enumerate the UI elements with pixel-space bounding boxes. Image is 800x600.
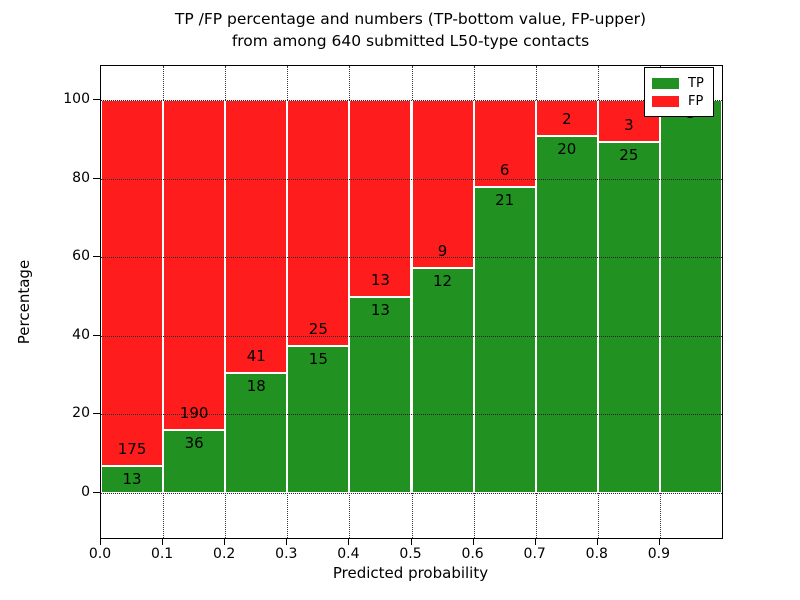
x-tick-label: 0.3	[275, 546, 298, 562]
horizontal-gridline	[101, 257, 722, 259]
x-tick-label: 0.0	[88, 546, 112, 562]
tp-count-label: 15	[308, 349, 328, 368]
bar-segment-tp	[163, 430, 226, 493]
bar-segment-tp	[101, 465, 164, 493]
legend-swatch-tp	[652, 78, 679, 89]
bar-segment-fp	[101, 100, 164, 466]
legend-label-tp: TP	[688, 76, 704, 91]
fp-count-label: 13	[370, 270, 390, 289]
bar-segment-tp	[597, 142, 660, 493]
bar-segment-fp	[473, 100, 536, 188]
horizontal-gridline	[101, 414, 722, 416]
tp-count-label: 18	[246, 377, 266, 396]
horizontal-gridline	[101, 493, 722, 494]
legend-entry-tp: TP	[652, 76, 707, 91]
plot-area: 13175361901841152513131292162022533 TP F…	[100, 65, 723, 539]
x-tick-mark	[658, 538, 660, 545]
tp-count-label: 21	[495, 191, 515, 210]
x-tick-label: 0.4	[337, 546, 360, 562]
bar-segment-tp	[225, 373, 288, 493]
y-tick-label: 100	[63, 91, 90, 107]
horizontal-gridline	[101, 335, 722, 337]
bar-segment-tp	[473, 187, 536, 493]
x-axis-label: Predicted probability	[332, 564, 489, 582]
x-tick-label: 0.7	[523, 546, 546, 562]
legend-swatch-fp	[652, 96, 679, 107]
x-tick-label: 0.2	[213, 546, 236, 562]
y-tick-label: 80	[72, 169, 90, 186]
y-tick-mark	[93, 413, 100, 415]
x-tick-mark	[348, 538, 350, 545]
y-tick-mark	[93, 334, 100, 336]
x-tick-mark	[534, 538, 536, 545]
bar-segment-tp	[287, 345, 350, 493]
tp-count-label: 20	[557, 139, 577, 158]
tp-count-label: 13	[370, 300, 390, 319]
fp-count-label: 3	[624, 116, 634, 135]
bar-segment-tp	[535, 135, 598, 493]
y-tick-mark	[93, 177, 100, 179]
bar-segment-tp	[659, 100, 722, 493]
x-tick-mark	[410, 538, 412, 545]
fp-count-label: 6	[499, 161, 510, 180]
x-tick-label: 0.1	[150, 546, 174, 562]
y-axis-label: Percentage	[15, 259, 33, 345]
horizontal-gridline	[101, 100, 722, 101]
x-tick-mark	[472, 538, 474, 545]
y-tick-mark	[93, 492, 100, 493]
legend-label-fp: FP	[688, 94, 704, 109]
chart-title-line1: TP /FP percentage and numbers (TP-bottom…	[174, 10, 647, 28]
x-tick-label: 0.9	[647, 546, 671, 562]
bar-segment-fp	[287, 100, 350, 346]
bar-segment-fp	[349, 100, 412, 297]
x-tick-mark	[224, 538, 226, 545]
fp-count-label: 175	[117, 439, 147, 458]
chart-title: TP /FP percentage and numbers (TP-bottom…	[100, 8, 721, 52]
chart-title-line2: from among 640 submitted L50-type contac…	[231, 32, 590, 50]
x-tick-mark	[100, 538, 101, 545]
horizontal-gridline	[101, 178, 722, 180]
fp-count-label: 2	[561, 109, 572, 128]
y-tick-mark	[93, 256, 100, 258]
x-tick-mark	[286, 538, 288, 545]
tp-count-label: 13	[122, 469, 142, 488]
y-tick-label: 60	[72, 248, 90, 265]
fp-count-label: 41	[246, 347, 266, 366]
x-tick-label: 0.6	[461, 546, 484, 562]
fp-count-label: 25	[308, 319, 328, 338]
legend-entry-fp: FP	[652, 94, 707, 109]
y-tick-label: 0	[81, 484, 90, 500]
legend: TP FP	[644, 67, 714, 117]
x-tick-label: 0.8	[585, 546, 608, 562]
tp-count-label: 12	[433, 272, 453, 291]
bar-segment-tp	[349, 296, 412, 493]
fp-count-label: 190	[179, 404, 209, 423]
bar-segment-fp	[411, 100, 474, 269]
bar-segment-fp	[163, 100, 226, 431]
bar-segment-fp	[225, 100, 288, 374]
x-tick-label: 0.5	[399, 546, 422, 562]
x-tick-mark	[162, 538, 164, 545]
x-tick-mark	[596, 538, 598, 545]
tp-count-label: 25	[619, 146, 639, 165]
y-tick-label: 20	[72, 405, 90, 422]
fp-count-label: 9	[437, 242, 448, 261]
tp-count-label: 36	[184, 434, 204, 453]
bar-segment-tp	[411, 268, 474, 493]
y-tick-mark	[93, 99, 100, 100]
y-tick-label: 40	[72, 326, 90, 343]
